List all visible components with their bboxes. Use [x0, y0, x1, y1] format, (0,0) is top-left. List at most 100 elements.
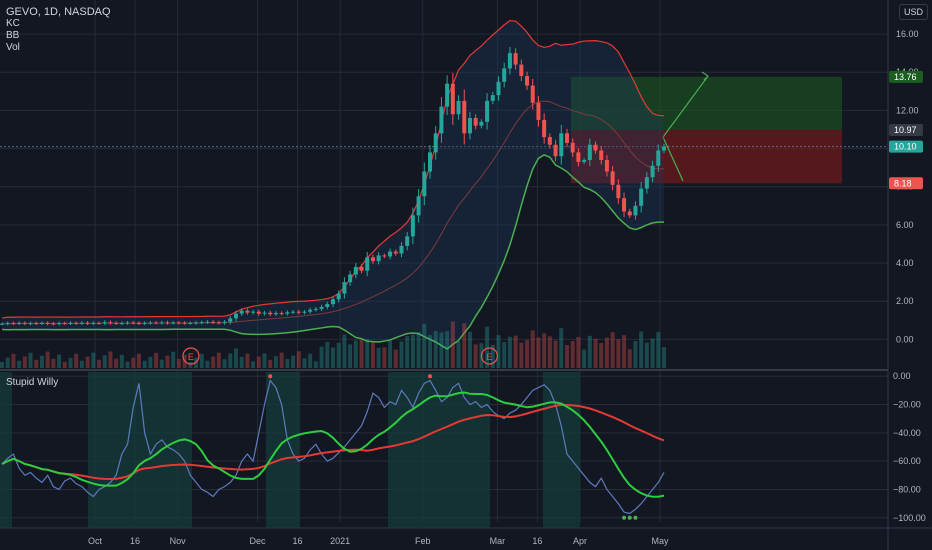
time-tick: Feb — [415, 536, 431, 546]
volume-bar — [251, 361, 256, 368]
time-tick: Nov — [170, 536, 187, 546]
volume-bar — [382, 347, 387, 368]
candle-body — [604, 160, 609, 172]
earnings-marker-label: E — [486, 352, 492, 362]
legend-bb[interactable]: BB — [6, 30, 20, 41]
price-label-text: 10.10 — [894, 142, 917, 152]
oversold-dot — [633, 515, 638, 520]
candle-body — [51, 323, 56, 325]
candle-body — [542, 119, 547, 138]
volume-bar — [496, 335, 501, 368]
volume-bar — [410, 334, 415, 368]
long-position-zones[interactable] — [0, 71, 888, 184]
candle-body — [97, 322, 102, 324]
willy-slow-line — [1, 403, 665, 481]
candle-body — [85, 322, 90, 324]
candle-body — [428, 152, 433, 172]
volume-bar — [34, 359, 39, 368]
candle-body — [348, 274, 353, 283]
volume-bar — [633, 341, 638, 368]
candle-body — [325, 304, 330, 307]
volume-bar — [211, 356, 216, 368]
volume-bar — [325, 341, 330, 368]
volume-bar — [662, 347, 666, 368]
volume-bar — [530, 330, 535, 368]
axis-labels: 16.0014.0012.0010.008.006.004.002.000.00… — [88, 29, 926, 546]
volume-bar — [262, 353, 267, 368]
volume-bar — [45, 351, 50, 368]
volume-bar — [536, 337, 541, 368]
candle-body — [376, 255, 381, 262]
volume-bar — [359, 339, 364, 368]
volume-bar — [119, 354, 124, 368]
volume-bar — [485, 326, 490, 368]
price-label-text: 8.18 — [894, 178, 912, 188]
currency-badge[interactable]: USD — [899, 4, 929, 20]
symbol-legend[interactable]: GEVO, 1D, NASDAQ KC BB Vol — [6, 6, 111, 54]
volume-bar — [188, 361, 193, 368]
volume-bar — [222, 359, 227, 368]
volume-bar — [233, 348, 238, 368]
volume-bar — [319, 346, 324, 368]
volume-bar — [370, 342, 375, 368]
candle-body — [188, 322, 193, 324]
volume-bar — [154, 352, 159, 368]
volume-bar — [176, 358, 181, 368]
candle-body — [148, 322, 153, 324]
candle-body — [273, 313, 278, 315]
time-tick: May — [651, 536, 669, 546]
candle-body — [228, 318, 233, 322]
volume-bar — [245, 353, 250, 368]
candle-body — [616, 184, 621, 199]
candle-body — [353, 266, 358, 275]
volume-bar — [39, 355, 44, 368]
candle-body — [559, 133, 564, 157]
candle-body — [662, 146, 666, 151]
volume-bar — [582, 349, 587, 368]
willy-signal-line — [1, 391, 665, 498]
candle-body — [313, 308, 318, 310]
candle-body — [28, 323, 33, 325]
volume-bar — [165, 355, 170, 368]
time-tick: 16 — [532, 536, 542, 546]
time-tick: 2021 — [330, 536, 350, 546]
volume-bar — [285, 359, 290, 368]
candle-body — [599, 150, 604, 161]
osc-shade-band — [88, 372, 192, 528]
candle-body — [547, 137, 552, 145]
symbol-title[interactable]: GEVO, 1D, NASDAQ — [6, 6, 111, 18]
overbought-dot — [268, 374, 273, 379]
volume-bar — [136, 353, 141, 368]
price-label-badge — [889, 177, 923, 190]
candle-body — [473, 118, 478, 126]
legend-vol[interactable]: Vol — [6, 42, 20, 53]
time-tick: Dec — [250, 536, 267, 546]
price-label-badge — [889, 124, 923, 137]
candle-body — [57, 323, 62, 325]
up-arrowhead — [701, 71, 709, 81]
oscillator-legend[interactable]: Stupid Willy — [6, 377, 58, 389]
price-label-badge — [889, 70, 923, 83]
candle-body — [11, 323, 16, 325]
volume-bar — [490, 344, 495, 368]
candle-body — [393, 251, 398, 254]
candle-body — [644, 177, 649, 189]
time-tick: Apr — [573, 536, 587, 546]
volume-bar — [171, 351, 176, 368]
candle-body — [102, 322, 107, 324]
oscillator-title[interactable]: Stupid Willy — [6, 377, 59, 388]
candle-body — [125, 322, 130, 324]
earnings-marker — [182, 347, 200, 365]
legend-kc[interactable]: KC — [6, 18, 20, 29]
volume-bar — [622, 335, 627, 368]
volume-bar — [513, 335, 518, 368]
volume-bar — [467, 331, 472, 368]
earnings-marker — [480, 347, 499, 365]
volume-bar — [308, 353, 313, 368]
volume-bar — [502, 342, 507, 368]
stop-zone — [571, 130, 842, 184]
candle-body — [496, 81, 501, 96]
indicator-pane-shading — [0, 372, 580, 528]
